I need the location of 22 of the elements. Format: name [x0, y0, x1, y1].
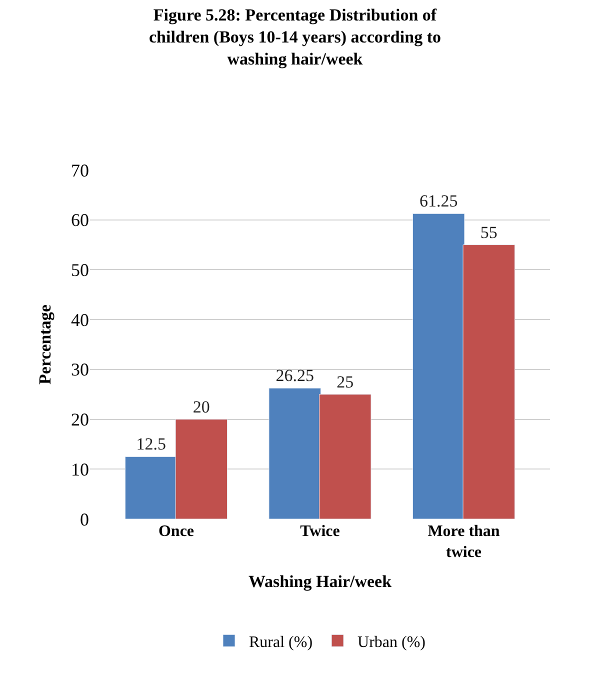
- x-tick-label: More than twice: [428, 523, 500, 561]
- x-tick-label: Once: [158, 523, 194, 540]
- data-label: 20: [192, 397, 210, 416]
- data-label: 25: [336, 372, 354, 392]
- y-tick-label: 0: [80, 509, 89, 530]
- y-tick-label: 60: [71, 210, 89, 230]
- data-label: 26.25: [276, 366, 314, 386]
- x-axis-title: Washing Hair/week: [248, 572, 392, 592]
- y-tick-label: 10: [71, 459, 89, 480]
- y-tick-label: 30: [71, 360, 89, 380]
- legend-label: Urban (%): [358, 634, 426, 651]
- y-axis-title: Percentage: [36, 304, 55, 384]
- y-tick-label: 50: [71, 260, 89, 280]
- y-tick-label: 40: [71, 310, 89, 330]
- data-label: 55: [480, 222, 498, 242]
- chart-title: Figure 5.28: Percentage Distribution of children (Boys 10-14 years) according to washing hair/week: [149, 5, 441, 69]
- data-label: 12.5: [136, 434, 166, 454]
- data-label: 61.25: [419, 192, 458, 211]
- x-tick-label: Twice: [300, 523, 340, 540]
- y-tick-label: 20: [71, 410, 89, 430]
- y-tick-label: 70: [71, 160, 89, 180]
- legend-label: Rural (%): [249, 634, 313, 651]
